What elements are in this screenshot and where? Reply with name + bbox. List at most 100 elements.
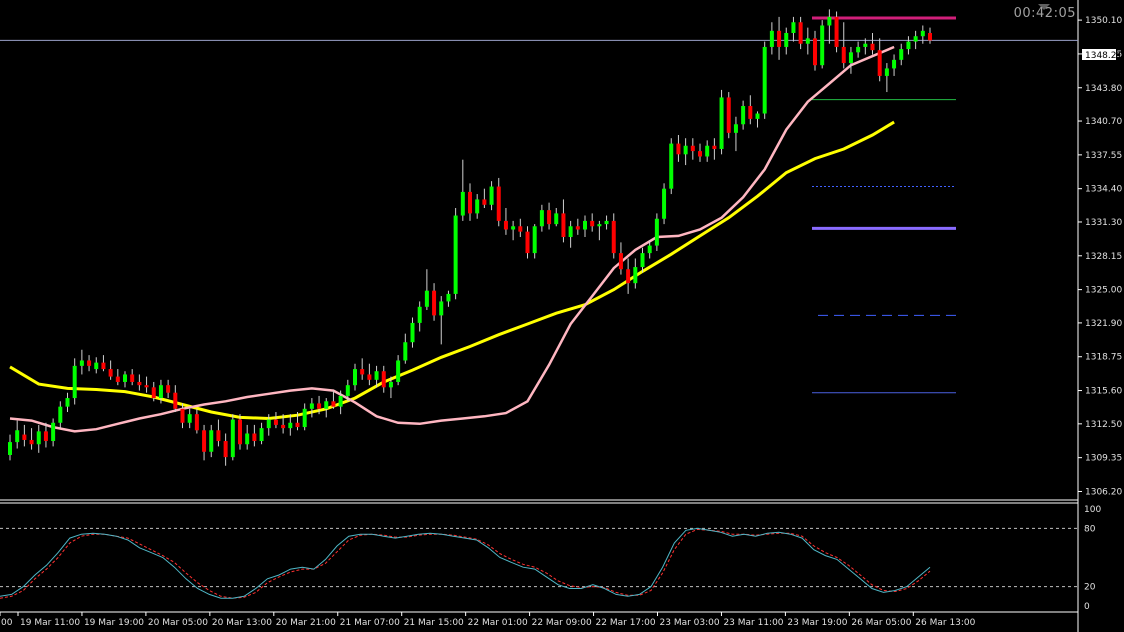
candle <box>626 258 631 294</box>
candle <box>805 27 810 55</box>
candle <box>633 258 638 289</box>
time-axis[interactable]: 00 19 Mar 11:00 19 Mar 19:00 20 Mar 05:00 20… <box>0 612 976 628</box>
bull-candle-body <box>827 16 832 26</box>
bull-candle-body <box>417 306 422 323</box>
candle <box>317 395 322 415</box>
chart-shift-marker-icon[interactable] <box>1038 4 1050 10</box>
bull-candle-body <box>8 442 12 455</box>
bear-candle-body <box>216 430 221 442</box>
stoch-main-line <box>0 527 931 599</box>
moving-averages <box>9 45 895 433</box>
candle <box>554 208 559 227</box>
bull-candle-body <box>662 188 667 219</box>
bull-candle-body <box>460 191 465 216</box>
candle <box>439 296 444 345</box>
candle <box>238 414 242 450</box>
bear-candle-body <box>726 97 731 133</box>
bull-candle-body <box>820 25 825 66</box>
candle <box>216 419 221 447</box>
candle <box>475 194 480 219</box>
price-axis[interactable]: 1350.101346.951343.801340.701337.551334.… <box>1078 16 1122 497</box>
candle <box>187 408 192 429</box>
bull-candle-body <box>733 124 738 133</box>
bear-candle-body <box>87 360 92 366</box>
bull-candle-body <box>705 145 710 157</box>
candle <box>525 226 530 259</box>
bull-candle-body <box>58 406 63 423</box>
candle <box>180 403 185 429</box>
bull-candle-body <box>669 143 674 189</box>
bear-candle-body <box>144 385 149 388</box>
candle <box>748 95 753 125</box>
bull-candle-body <box>892 59 897 69</box>
candle <box>884 63 889 93</box>
candle <box>892 54 897 76</box>
bull-candle-body <box>51 422 56 442</box>
candle <box>820 20 825 69</box>
bull-candle-body <box>158 385 163 399</box>
candle <box>36 424 41 453</box>
bull-candle-body <box>532 226 537 254</box>
bear-candle-body <box>381 371 386 388</box>
bull-candle-body <box>920 30 925 37</box>
stochastic-indicator[interactable]: 100 80 20 0 <box>0 505 1101 612</box>
candle <box>108 360 113 380</box>
bull-candle-body <box>856 46 861 53</box>
candle <box>273 412 278 429</box>
candle <box>338 390 343 415</box>
candle <box>396 355 401 386</box>
bear-candle-body <box>281 424 286 429</box>
bull-candle-body <box>209 430 214 452</box>
candle <box>575 218 580 235</box>
candle <box>123 371 127 388</box>
time-tick-label: 26 Mar 05:00 <box>851 618 911 628</box>
price-tick-label: 1340.70 <box>1085 117 1122 127</box>
candlesticks[interactable] <box>8 9 932 466</box>
candle <box>683 138 688 166</box>
price-tick-label: 1315.60 <box>1085 387 1122 397</box>
candle <box>863 38 868 55</box>
time-tick-label: 21 Mar 15:00 <box>404 618 464 628</box>
candle <box>151 381 156 402</box>
candle <box>662 183 667 225</box>
candle <box>906 36 911 55</box>
candle <box>374 365 379 388</box>
bull-candle-body <box>15 430 20 443</box>
time-tick-label: 22 Mar 17:00 <box>596 618 656 628</box>
bear-candle-body <box>108 369 113 377</box>
time-tick-label: 23 Mar 11:00 <box>723 618 783 628</box>
bear-candle-body <box>518 226 523 232</box>
candle <box>798 16 803 50</box>
candle <box>870 32 875 55</box>
candle <box>813 30 817 71</box>
candle <box>676 134 681 162</box>
time-tick-label: 22 Mar 09:00 <box>532 618 592 628</box>
bear-candle-body <box>870 43 875 51</box>
bull-candle-body <box>899 49 904 60</box>
stoch-signal-line <box>0 528 931 599</box>
candle <box>166 379 171 399</box>
candle <box>640 247 645 273</box>
bull-candle-body <box>453 215 458 294</box>
price-tick-label: 1321.90 <box>1085 319 1122 329</box>
bull-candle-body <box>338 395 343 407</box>
bear-candle-body <box>496 186 501 221</box>
price-tick-label: 1331.30 <box>1085 218 1122 228</box>
bear-candle-body <box>432 290 437 316</box>
candle <box>388 376 393 399</box>
candle <box>784 27 789 55</box>
candle <box>460 159 465 221</box>
candle <box>777 16 782 60</box>
bull-candle-body <box>791 22 796 33</box>
bear-candle-body <box>676 143 681 155</box>
bull-candle-body <box>187 414 192 423</box>
bull-candle-body <box>410 322 415 343</box>
candle <box>877 38 882 82</box>
candle <box>618 242 623 275</box>
bull-candle-body <box>72 365 77 399</box>
candle <box>856 41 861 58</box>
bear-candle-body <box>590 220 595 227</box>
bull-candle-body <box>396 360 401 382</box>
candle <box>446 290 451 307</box>
